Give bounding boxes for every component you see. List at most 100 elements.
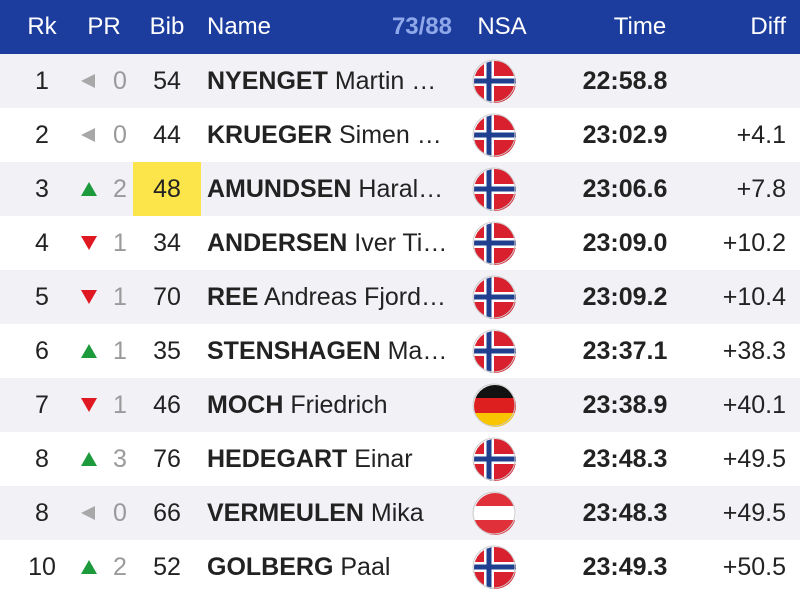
flag — [472, 383, 516, 427]
result-row: 4 1 34 ANDERSEN Iver Ti… 23:09.0 +10.2 — [0, 216, 800, 270]
arrow — [81, 398, 97, 412]
flag-border — [472, 383, 516, 427]
flag-body — [474, 169, 516, 211]
flag — [472, 437, 516, 481]
result-row: 1 0 54 NYENGET Martin … 22:58.8 — [0, 54, 800, 108]
flag-blue-h — [474, 456, 516, 462]
flag-body — [474, 331, 516, 373]
time: 23:49.3 — [582, 553, 668, 581]
given-name: Haral… — [358, 175, 444, 203]
flag-body — [474, 223, 516, 265]
rank: 8 — [35, 499, 49, 527]
result-row: 8 0 66 VERMEULEN Mika 23:48.3 +49.5 — [0, 486, 800, 540]
athlete-name: KRUEGER Simen … — [207, 108, 469, 162]
trend-arrow — [81, 560, 97, 574]
diff: +49.5 — [722, 445, 786, 473]
result-row: 5 1 70 REE Andreas Fjord… 23:09.2 +10.4 — [0, 270, 800, 324]
rank: 2 — [35, 121, 49, 149]
position-change: 0 — [113, 121, 127, 149]
diff: +10.4 — [722, 283, 786, 311]
flag-body — [474, 493, 516, 535]
flag-red — [474, 398, 516, 413]
col-name: Name — [207, 13, 272, 40]
position-change: 0 — [113, 67, 127, 95]
flag-body — [474, 439, 516, 481]
bib: 52 — [153, 553, 181, 581]
flag-blue-h — [474, 78, 516, 84]
athlete-name: AMUNDSEN Haral… — [207, 162, 469, 216]
given-name: Einar — [354, 445, 413, 473]
trend-arrow — [81, 506, 95, 520]
flag — [472, 113, 516, 157]
surname: MOCH — [207, 391, 284, 419]
given-name: Paal — [340, 553, 391, 581]
rank: 8 — [35, 445, 49, 473]
rank: 6 — [35, 337, 49, 365]
position-change: 2 — [113, 175, 127, 203]
col-time: Time — [613, 13, 667, 40]
time: 23:48.3 — [582, 499, 668, 527]
position-change: 1 — [113, 337, 127, 365]
position-change: 1 — [113, 229, 127, 257]
time: 23:37.1 — [582, 337, 668, 365]
diff: +10.2 — [722, 229, 786, 257]
surname: REE — [207, 283, 259, 311]
count: 73/88 — [391, 13, 452, 40]
athlete-name: ANDERSEN Iver Ti… — [207, 216, 469, 270]
result-row: 10 2 52 GOLBERG Paal 23:49.3 +50.5 — [0, 540, 800, 594]
surname: VERMEULEN — [207, 499, 364, 527]
flag — [472, 167, 516, 211]
flag-border — [472, 491, 516, 535]
arrow — [81, 128, 95, 142]
rank: 10 — [28, 553, 56, 581]
given-name: Friedrich — [290, 391, 388, 419]
given-name: Andreas Fjord… — [263, 283, 447, 311]
flag-blue-h — [474, 348, 516, 354]
bib: 46 — [153, 391, 181, 419]
surname: KRUEGER — [207, 121, 333, 149]
flag-border — [472, 221, 516, 265]
flag-body — [474, 547, 516, 589]
flag-border — [472, 545, 516, 589]
arrow — [81, 182, 97, 196]
bib: 70 — [153, 283, 181, 311]
col-nsa: NSA — [477, 13, 527, 40]
bib: 35 — [153, 337, 181, 365]
diff: +49.5 — [722, 499, 786, 527]
flag-border — [472, 329, 516, 373]
arrow — [81, 452, 97, 466]
bib: 54 — [153, 67, 181, 95]
trend-arrow — [81, 290, 97, 304]
given-name: Iver Ti… — [354, 229, 448, 257]
given-name: Simen … — [338, 121, 442, 149]
trend-arrow — [81, 74, 95, 88]
result-row: 8 3 76 HEDEGART Einar 23:48.3 +49.5 — [0, 432, 800, 486]
trend-arrow — [81, 236, 97, 250]
athlete-name: VERMEULEN Mika — [207, 486, 469, 540]
position-change: 3 — [113, 445, 127, 473]
trend-arrow — [81, 398, 97, 412]
given-name: Ma… — [387, 337, 448, 365]
arrow — [81, 506, 95, 520]
flag-border — [472, 59, 516, 103]
flag-white — [474, 506, 516, 520]
diff: +4.1 — [736, 121, 786, 149]
given-name: Mika — [370, 499, 424, 527]
time: 22:58.8 — [582, 67, 668, 95]
diff: +7.8 — [736, 175, 786, 203]
rank: 3 — [35, 175, 49, 203]
surname: STENSHAGEN — [207, 337, 381, 365]
flag-blue-h — [474, 294, 516, 300]
time: 23:09.2 — [582, 283, 668, 311]
position-change: 1 — [113, 391, 127, 419]
result-row: 3 2 48 AMUNDSEN Haral… 23:06.6 +7.8 — [0, 162, 800, 216]
position-change: 1 — [113, 283, 127, 311]
flag-black — [474, 385, 516, 398]
athlete-name: HEDEGART Einar — [207, 432, 469, 486]
arrow — [81, 290, 97, 304]
flag-red-top — [474, 493, 516, 506]
flag — [472, 491, 516, 535]
athlete-name: MOCH Friedrich — [207, 378, 469, 432]
surname: NYENGET — [207, 67, 328, 95]
